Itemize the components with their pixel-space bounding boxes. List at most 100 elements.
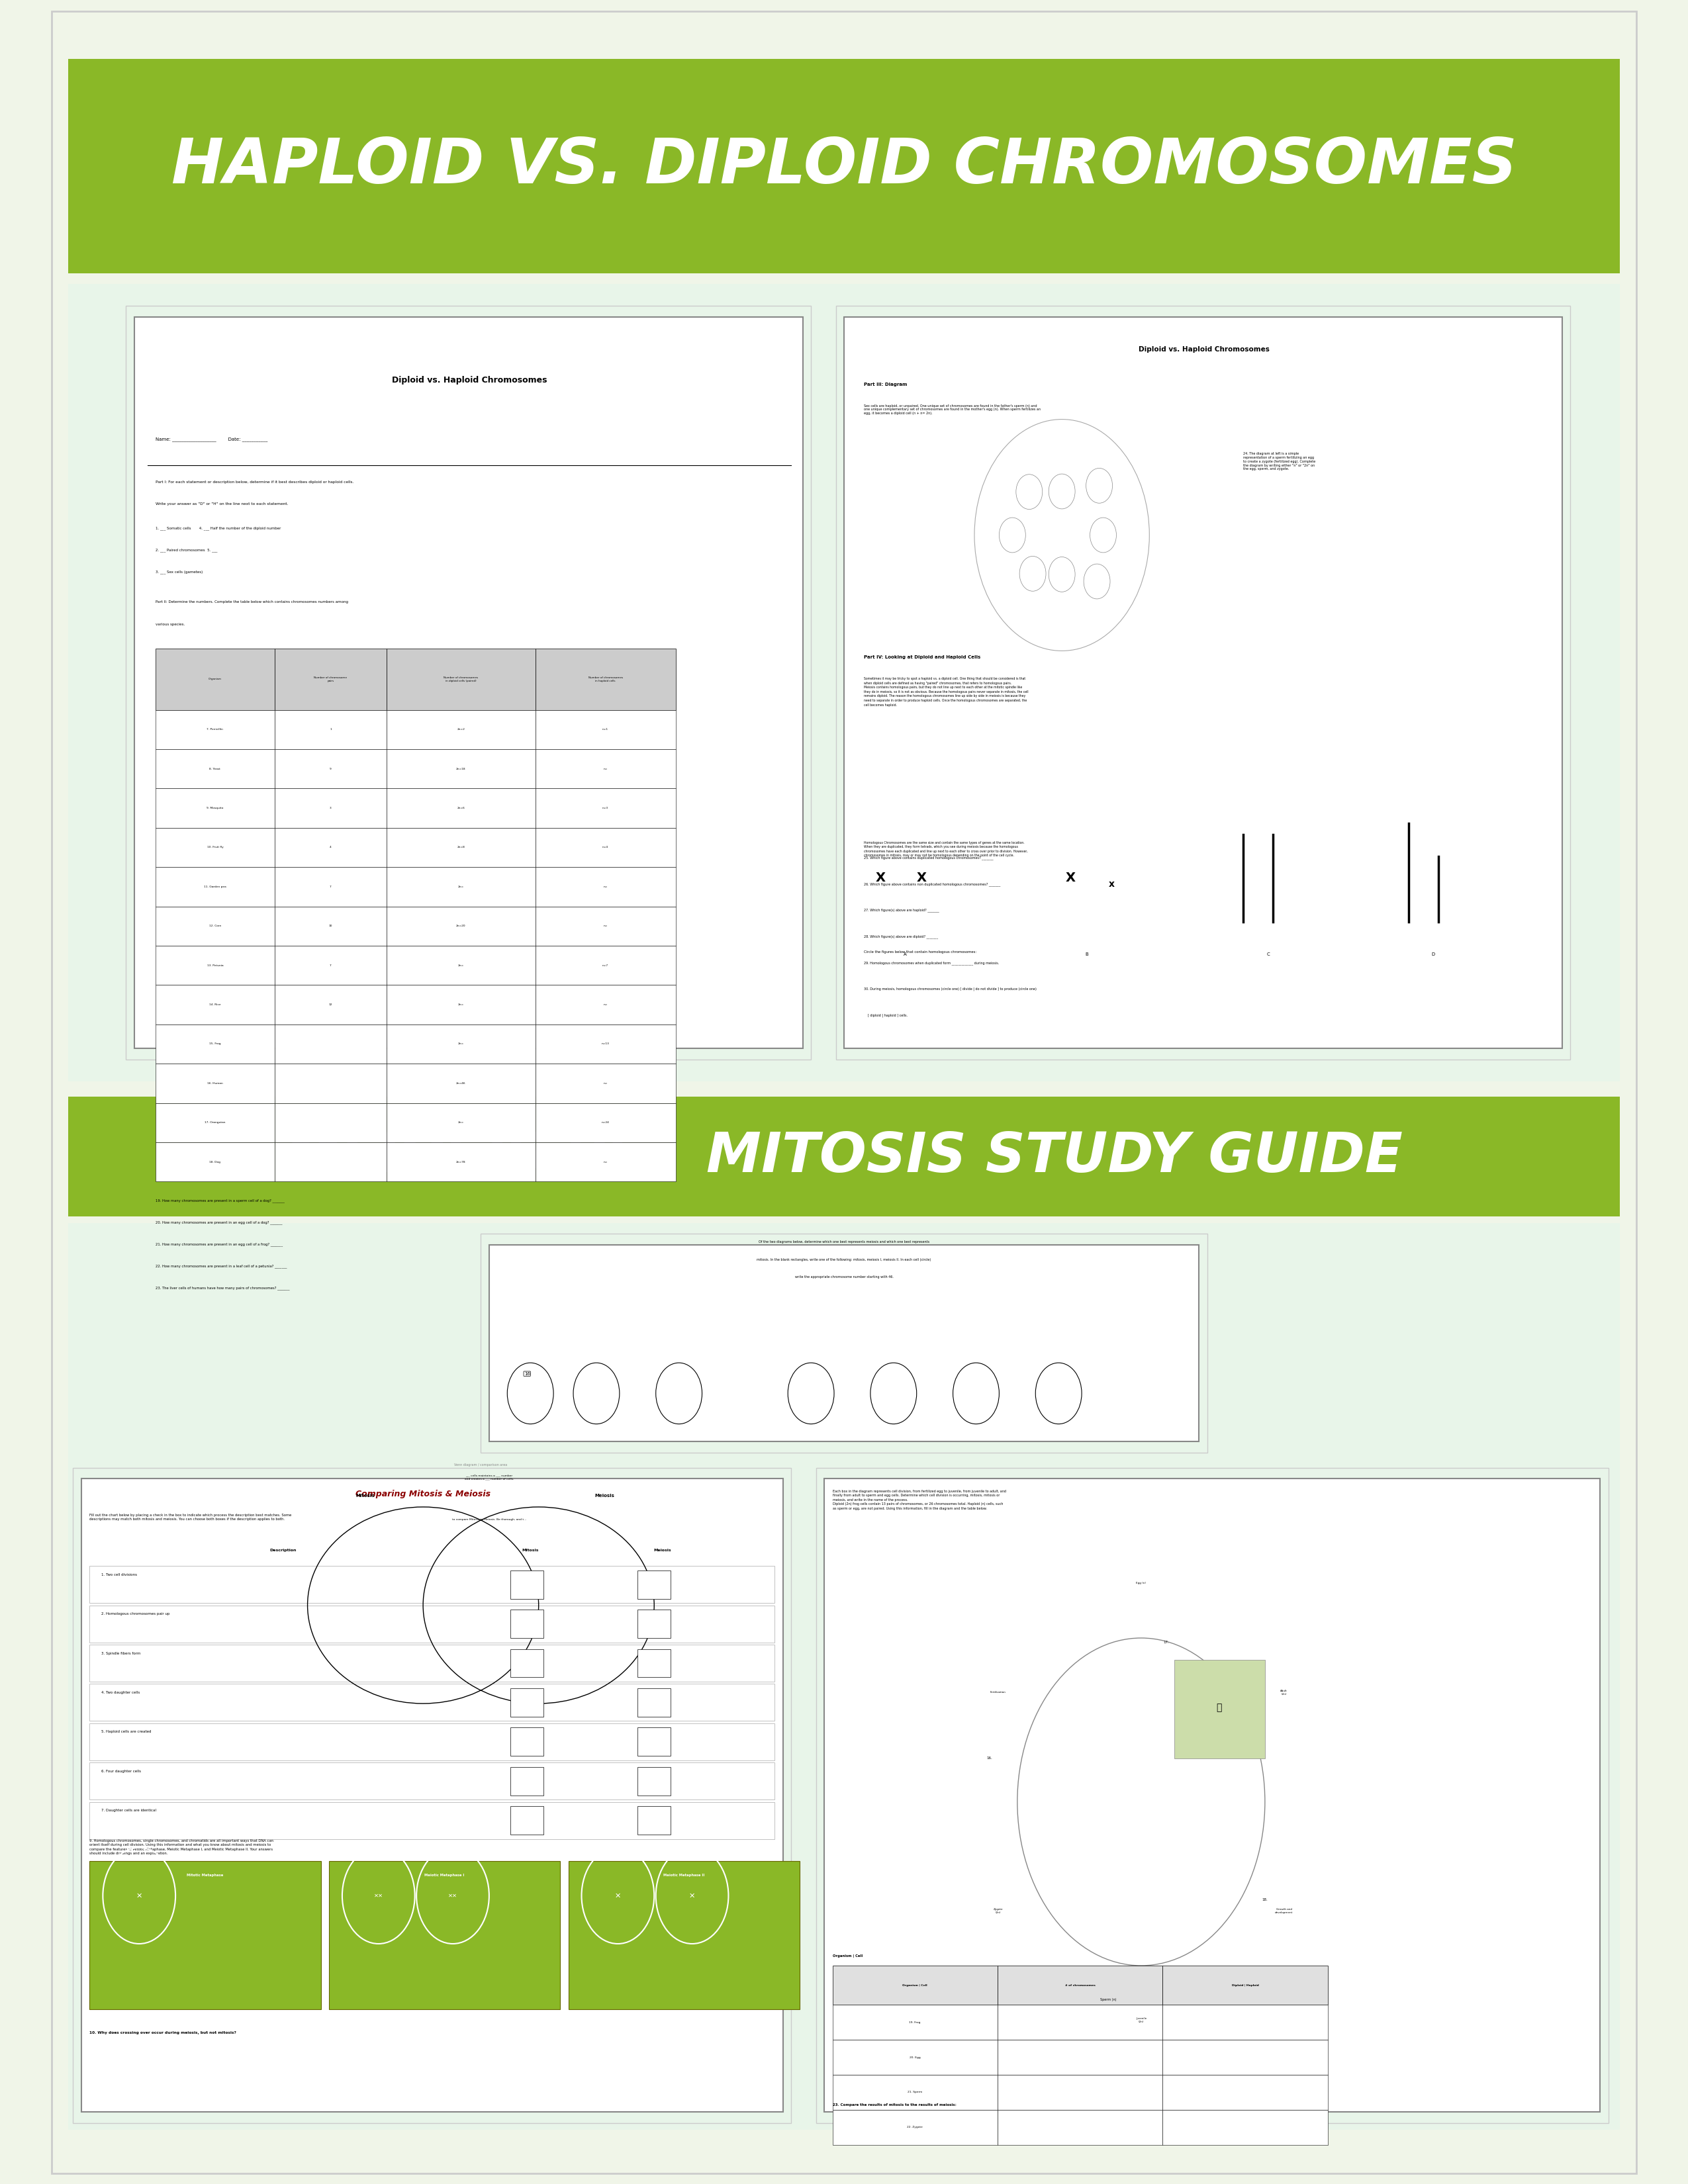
Text: X: X: [917, 871, 927, 885]
Text: 17. Orangutan: 17. Orangutan: [204, 1120, 226, 1125]
Bar: [275, 788, 387, 828]
Bar: [387, 749, 535, 788]
Text: 26. Which figure above contains non duplicated homologous chromosomes? _______: 26. Which figure above contains non dupl…: [864, 882, 1001, 887]
Text: Sometimes it may be tricky to spot a haploid vs. a diploid cell. One thing that : Sometimes it may be tricky to spot a hap…: [864, 677, 1028, 708]
Bar: [1163, 2075, 1328, 2110]
Text: 23. The liver cells of humans have how many pairs of chromosomes? _______: 23. The liver cells of humans have how m…: [155, 1286, 290, 1291]
Bar: [89, 1802, 775, 1839]
Bar: [638, 1688, 670, 1717]
Text: Number of chromosome
pairs: Number of chromosome pairs: [314, 677, 348, 681]
Text: n=: n=: [603, 767, 608, 771]
Text: Organism: Organism: [209, 677, 221, 681]
Bar: [535, 985, 675, 1024]
FancyBboxPatch shape: [135, 317, 803, 1048]
FancyBboxPatch shape: [73, 1468, 792, 2123]
Text: D: D: [1431, 952, 1435, 957]
Text: ___ cells maintains a ___ number
and creates a ___ number of cells.: ___ cells maintains a ___ number and cre…: [464, 1474, 513, 1481]
Bar: [387, 710, 535, 749]
Text: 2n=6: 2n=6: [457, 806, 464, 810]
FancyBboxPatch shape: [81, 1479, 783, 2112]
Bar: [89, 1861, 321, 2009]
Bar: [638, 1570, 670, 1599]
Text: Sex cells are haploid, or unpaired. One unique set of chromosomes are found in t: Sex cells are haploid, or unpaired. One …: [864, 404, 1040, 415]
Text: Fill out the chart below by placing a check in the box to indicate which process: Fill out the chart below by placing a ch…: [89, 1514, 292, 1522]
Text: write the appropriate chromosome number starting with 46.: write the appropriate chromosome number …: [795, 1275, 893, 1280]
Bar: [275, 710, 387, 749]
Text: n=24: n=24: [601, 1120, 609, 1125]
Bar: [998, 1966, 1163, 2005]
Text: Name: ___________________        Date: ___________: Name: ___________________ Date: ________…: [155, 437, 268, 441]
Text: Part I: For each statement or description below, determine if it best describes : Part I: For each statement or descriptio…: [155, 480, 354, 485]
Text: Organism | Cell: Organism | Cell: [903, 1983, 927, 1987]
Text: 2n=: 2n=: [457, 1120, 464, 1125]
Text: ✕✕: ✕✕: [373, 1894, 383, 1898]
Text: Mitosis: Mitosis: [356, 1494, 375, 1498]
Bar: [89, 1723, 775, 1760]
Bar: [832, 2075, 998, 2110]
Text: MEIOSIS VS.  MITOSIS STUDY GUIDE: MEIOSIS VS. MITOSIS STUDY GUIDE: [285, 1129, 1403, 1184]
Text: 7. Penicillin: 7. Penicillin: [208, 727, 223, 732]
Text: 29. Homologous chromosomes when duplicated form _____________ during meiosis.: 29. Homologous chromosomes when duplicat…: [864, 961, 999, 965]
Bar: [387, 649, 535, 710]
Bar: [535, 788, 675, 828]
Text: Of the two diagrams below, determine which one best represents meiosis and which: Of the two diagrams below, determine whi…: [758, 1241, 930, 1245]
Text: Meiotic Metaphase I: Meiotic Metaphase I: [425, 1874, 464, 1878]
Text: Part II: Determine the numbers. Complete the table below which contains chromoso: Part II: Determine the numbers. Complete…: [155, 601, 348, 605]
Bar: [535, 1024, 675, 1064]
Text: 2. Homologous chromosomes pair up: 2. Homologous chromosomes pair up: [101, 1612, 169, 1616]
Text: Diploid vs. Haploid Chromosomes: Diploid vs. Haploid Chromosomes: [392, 376, 547, 384]
Text: 19. Frog: 19. Frog: [910, 2020, 920, 2025]
Text: 2n=18: 2n=18: [456, 767, 466, 771]
Text: 21. Sperm: 21. Sperm: [908, 2090, 922, 2094]
Text: X: X: [1065, 871, 1075, 885]
Bar: [89, 1645, 775, 1682]
Text: 8. Yeast: 8. Yeast: [209, 767, 221, 771]
Text: 11. Garden pea: 11. Garden pea: [204, 885, 226, 889]
Text: 19. How many chromosomes are present in a sperm cell of a dog? _______: 19. How many chromosomes are present in …: [155, 1199, 285, 1203]
Text: 2n=2: 2n=2: [457, 727, 464, 732]
Text: 1. Two cell divisions: 1. Two cell divisions: [101, 1572, 137, 1577]
Text: Description: Description: [270, 1548, 295, 1553]
Text: 12. Corn: 12. Corn: [209, 924, 221, 928]
Text: Each box in the diagram represents cell division, from fertilized egg to juvenil: Each box in the diagram represents cell …: [832, 1489, 1006, 1511]
Bar: [510, 1610, 544, 1638]
Text: 18. Dog: 18. Dog: [209, 1160, 221, 1164]
Bar: [89, 1684, 775, 1721]
Bar: [275, 749, 387, 788]
Bar: [998, 2005, 1163, 2040]
Text: HAPLOID VS. DIPLOID CHROMOSOMES: HAPLOID VS. DIPLOID CHROMOSOMES: [170, 135, 1518, 197]
Text: n=: n=: [603, 1081, 608, 1085]
Bar: [155, 710, 275, 749]
Bar: [535, 828, 675, 867]
Bar: [998, 2075, 1163, 2110]
Text: ✕: ✕: [137, 1891, 142, 1900]
Bar: [535, 1103, 675, 1142]
Bar: [569, 1861, 800, 2009]
Bar: [535, 1064, 675, 1103]
Text: n=: n=: [603, 1002, 608, 1007]
FancyBboxPatch shape: [815, 1468, 1609, 2123]
FancyBboxPatch shape: [824, 1479, 1600, 2112]
Text: 9. Mosquito: 9. Mosquito: [206, 806, 223, 810]
Bar: [510, 1649, 544, 1677]
Text: n=4: n=4: [603, 845, 608, 850]
Bar: [535, 649, 675, 710]
Text: Meiotic Metaphase II: Meiotic Metaphase II: [663, 1874, 704, 1878]
Text: n=: n=: [603, 924, 608, 928]
Text: 2n=8: 2n=8: [457, 845, 464, 850]
Text: Homologous Chromosomes are the same size and contain the same types of genes at : Homologous Chromosomes are the same size…: [864, 841, 1028, 858]
Bar: [510, 1767, 544, 1795]
Text: 7: 7: [329, 885, 331, 889]
Bar: [275, 1142, 387, 1182]
Bar: [275, 946, 387, 985]
Text: C: C: [1266, 952, 1269, 957]
Bar: [535, 867, 675, 906]
Bar: [535, 1142, 675, 1182]
Text: 12: 12: [329, 1002, 333, 1007]
Text: Number of chromosomes
in haploid cells: Number of chromosomes in haploid cells: [587, 677, 623, 681]
Bar: [387, 867, 535, 906]
Bar: [510, 1728, 544, 1756]
Bar: [275, 1024, 387, 1064]
Bar: [998, 2040, 1163, 2075]
Text: Diploid | Haploid: Diploid | Haploid: [1232, 1983, 1259, 1987]
